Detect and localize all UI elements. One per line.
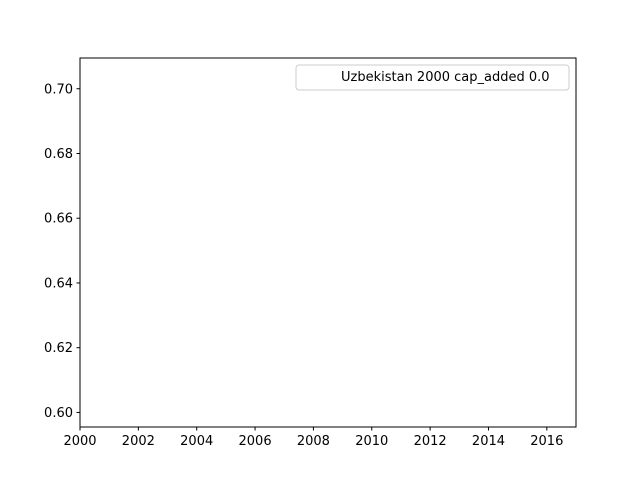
- y-axis: 0.60 0.62 0.64 0.66 0.68 0.70: [44, 82, 80, 421]
- x-tick-label: 2010: [355, 434, 388, 449]
- x-tick-label: 2002: [122, 434, 155, 449]
- x-tick-label: 2000: [63, 434, 96, 449]
- plot-frame: [79, 57, 577, 428]
- x-tick-label: 2012: [414, 434, 447, 449]
- x-tick-label: 2016: [530, 434, 563, 449]
- legend-box: [295, 64, 570, 91]
- y-tick-label: 0.68: [44, 147, 73, 162]
- legend-entry-label: Uzbekistan 2000 cap_added 0.0: [341, 70, 550, 85]
- x-axis: 2000 2002 2004 2006 2008 2010 2012 2014 2016: [63, 427, 563, 449]
- x-tick-label: 2008: [297, 434, 330, 449]
- plot-area: [80, 58, 576, 427]
- y-tick-label: 0.64: [44, 276, 73, 291]
- legend: Uzbekistan 2000 cap_added 0.0: [295, 64, 570, 91]
- x-tick-label: 2004: [180, 434, 213, 449]
- x-tick-label: 2006: [239, 434, 272, 449]
- x-tick-label: 2014: [472, 434, 505, 449]
- y-tick-label: 0.70: [44, 82, 73, 97]
- y-tick-label: 0.66: [44, 212, 73, 227]
- y-tick-label: 0.60: [44, 406, 73, 421]
- y-tick-label: 0.62: [44, 341, 73, 356]
